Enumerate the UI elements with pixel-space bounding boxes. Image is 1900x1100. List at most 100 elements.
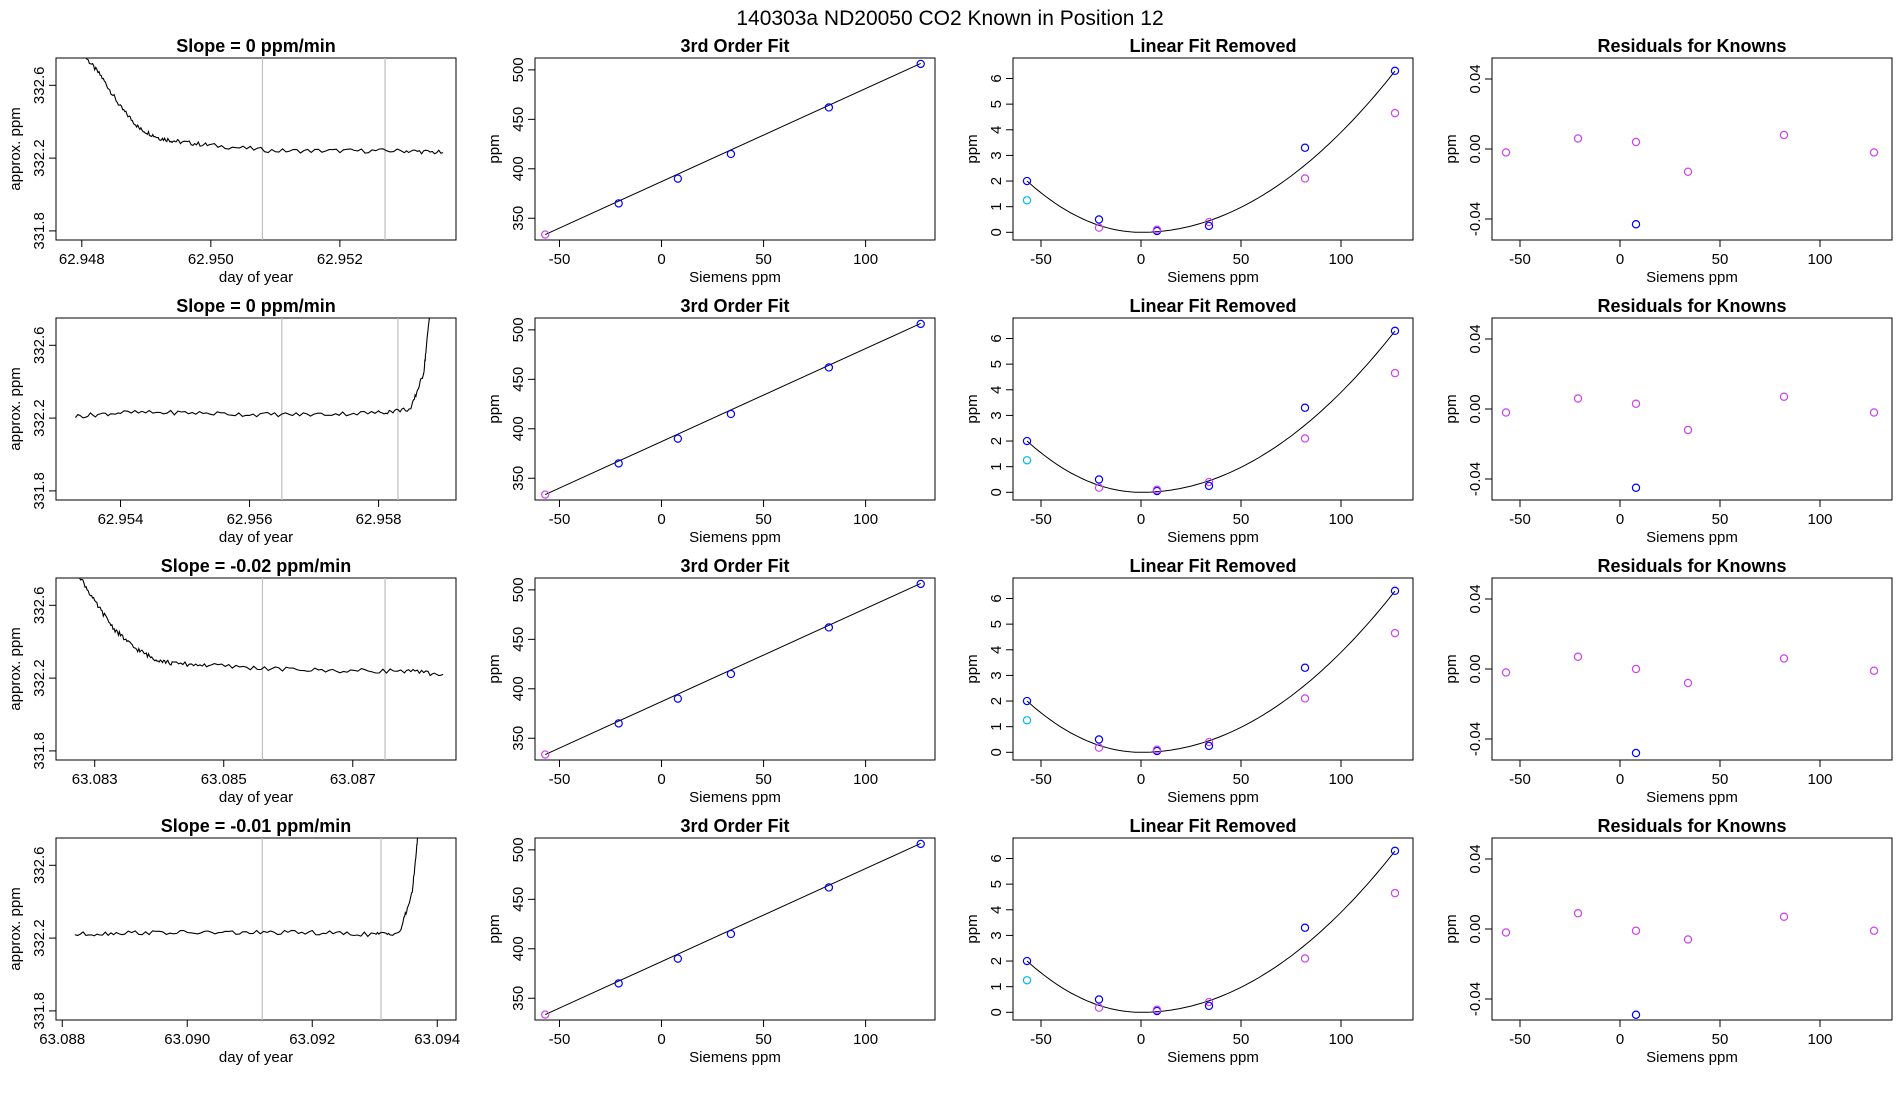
data-point [1022, 716, 1032, 725]
data-point [916, 59, 925, 69]
panel-r0-c3: Residuals for Knowns -50 0 50 100 -0.04 0.00 0.… [1443, 36, 1893, 286]
data-point [541, 750, 550, 759]
y-tick-label: 332.6 [31, 847, 48, 885]
data-point [1300, 174, 1310, 183]
x-axis-label: day of year [219, 269, 293, 286]
y-tick-label: 350 [510, 466, 527, 491]
y-tick-label: 1 [988, 203, 1005, 211]
plot-area [541, 319, 925, 499]
y-tick-label: 0.00 [1467, 654, 1484, 683]
data-point [726, 929, 736, 939]
x-tick-label: 100 [1328, 771, 1353, 788]
data-point [1501, 668, 1511, 677]
plot-frame [534, 837, 936, 1021]
y-tick-label: 0.04 [1467, 844, 1484, 873]
panel-r2-c2: Linear Fit Removed -50 0 50 100 0 1 2 3 4 5 6 Siemen… [964, 556, 1414, 806]
plot-area [541, 59, 925, 239]
x-tick-label: 100 [853, 1031, 878, 1048]
panel-title: Residuals for Knowns [1597, 816, 1786, 836]
y-axis-label: ppm [964, 914, 981, 943]
x-tick-label: 50 [1233, 1031, 1250, 1048]
data-point [1094, 743, 1104, 752]
plot-frame [534, 317, 936, 501]
y-tick-label: 400 [510, 676, 527, 701]
x-tick-label: 50 [1712, 251, 1729, 268]
plot-frame [534, 57, 936, 241]
panel-title: Linear Fit Removed [1129, 296, 1296, 316]
fit-line [544, 842, 921, 1016]
data-point [1022, 956, 1032, 966]
x-tick-label: -50 [1509, 251, 1531, 268]
data-point [673, 694, 683, 703]
x-tick-label: 0 [1137, 771, 1145, 788]
data-point [916, 579, 925, 589]
trace-line-0 [74, 838, 419, 938]
x-tick-label: 0 [1616, 511, 1624, 528]
data-point [614, 719, 623, 728]
y-tick-label: 0 [988, 1008, 1005, 1016]
x-axis-label: Siemens ppm [1167, 529, 1259, 546]
y-tick-label: 2 [988, 957, 1005, 965]
y-tick-label: 0 [988, 228, 1005, 236]
plot-frame [1012, 317, 1414, 501]
x-tick-label: 50 [755, 1031, 772, 1048]
figure-title: 140303a ND20050 CO2 Known in Position 12 [736, 7, 1163, 30]
panel-r1-c2: Linear Fit Removed -50 0 50 100 0 1 2 3 4 5 6 Siemen… [964, 296, 1414, 546]
y-axis-label: ppm [486, 914, 503, 943]
plot-area [541, 579, 925, 759]
panel-title: 3rd Order Fit [680, 296, 789, 316]
x-tick-label: 50 [755, 251, 772, 268]
panel-title: Residuals for Knowns [1597, 36, 1786, 56]
plot-frame [55, 57, 457, 241]
y-axis-label: approx. ppm [7, 107, 24, 190]
data-point [1204, 997, 1214, 1007]
plot-area [1022, 66, 1400, 236]
y-axis-label: ppm [1443, 654, 1460, 683]
x-tick-label: 50 [1233, 251, 1250, 268]
data-point [1022, 196, 1032, 205]
x-axis-label: Siemens ppm [689, 789, 781, 806]
x-tick-label: 100 [853, 511, 878, 528]
x-tick-label: -50 [1509, 1031, 1531, 1048]
plot-area [1022, 326, 1400, 496]
plot-frame [1491, 317, 1893, 501]
fit-line [544, 582, 921, 756]
data-point [1300, 143, 1310, 152]
y-tick-label: 3 [988, 931, 1005, 939]
plot-frame [55, 837, 457, 1021]
y-tick-label: -0.04 [1467, 202, 1484, 236]
y-tick-label: 6 [988, 854, 1005, 862]
x-tick-label: 63.090 [164, 1031, 210, 1048]
y-tick-label: 3 [988, 411, 1005, 419]
data-point [1300, 954, 1310, 963]
data-point [1094, 995, 1104, 1004]
data-point [1152, 225, 1162, 234]
data-point [916, 839, 925, 849]
plot-area [541, 839, 925, 1019]
fit-curve [1026, 70, 1396, 233]
data-point [1683, 167, 1693, 176]
x-axis-label: Siemens ppm [689, 529, 781, 546]
plot-area [1501, 652, 1879, 758]
data-point [1300, 434, 1310, 443]
y-tick-label: 500 [510, 577, 527, 602]
y-tick-label: -0.04 [1467, 982, 1484, 1016]
panel-title: Linear Fit Removed [1129, 816, 1296, 836]
panel-title: Linear Fit Removed [1129, 36, 1296, 56]
y-tick-label: 6 [988, 74, 1005, 82]
y-tick-label: 0 [988, 488, 1005, 496]
y-tick-label: 0.00 [1467, 134, 1484, 163]
data-point [1573, 652, 1583, 661]
y-tick-label: 500 [510, 837, 527, 862]
data-point [1204, 741, 1214, 751]
data-point [1152, 745, 1162, 754]
panel-title: 3rd Order Fit [680, 36, 789, 56]
data-point [1779, 130, 1789, 140]
panel-r0-c0: Slope = 0 ppm/min 62.948 62.950 62.952 331.8… [7, 36, 457, 286]
panel-r3-c3: Residuals for Knowns -50 0 50 100 -0.04 0.00 0.… [1443, 816, 1893, 1066]
data-point [1300, 694, 1310, 703]
x-tick-label: 63.083 [72, 771, 118, 788]
y-tick-label: 331.8 [31, 992, 48, 1030]
plot-frame [1491, 837, 1893, 1021]
